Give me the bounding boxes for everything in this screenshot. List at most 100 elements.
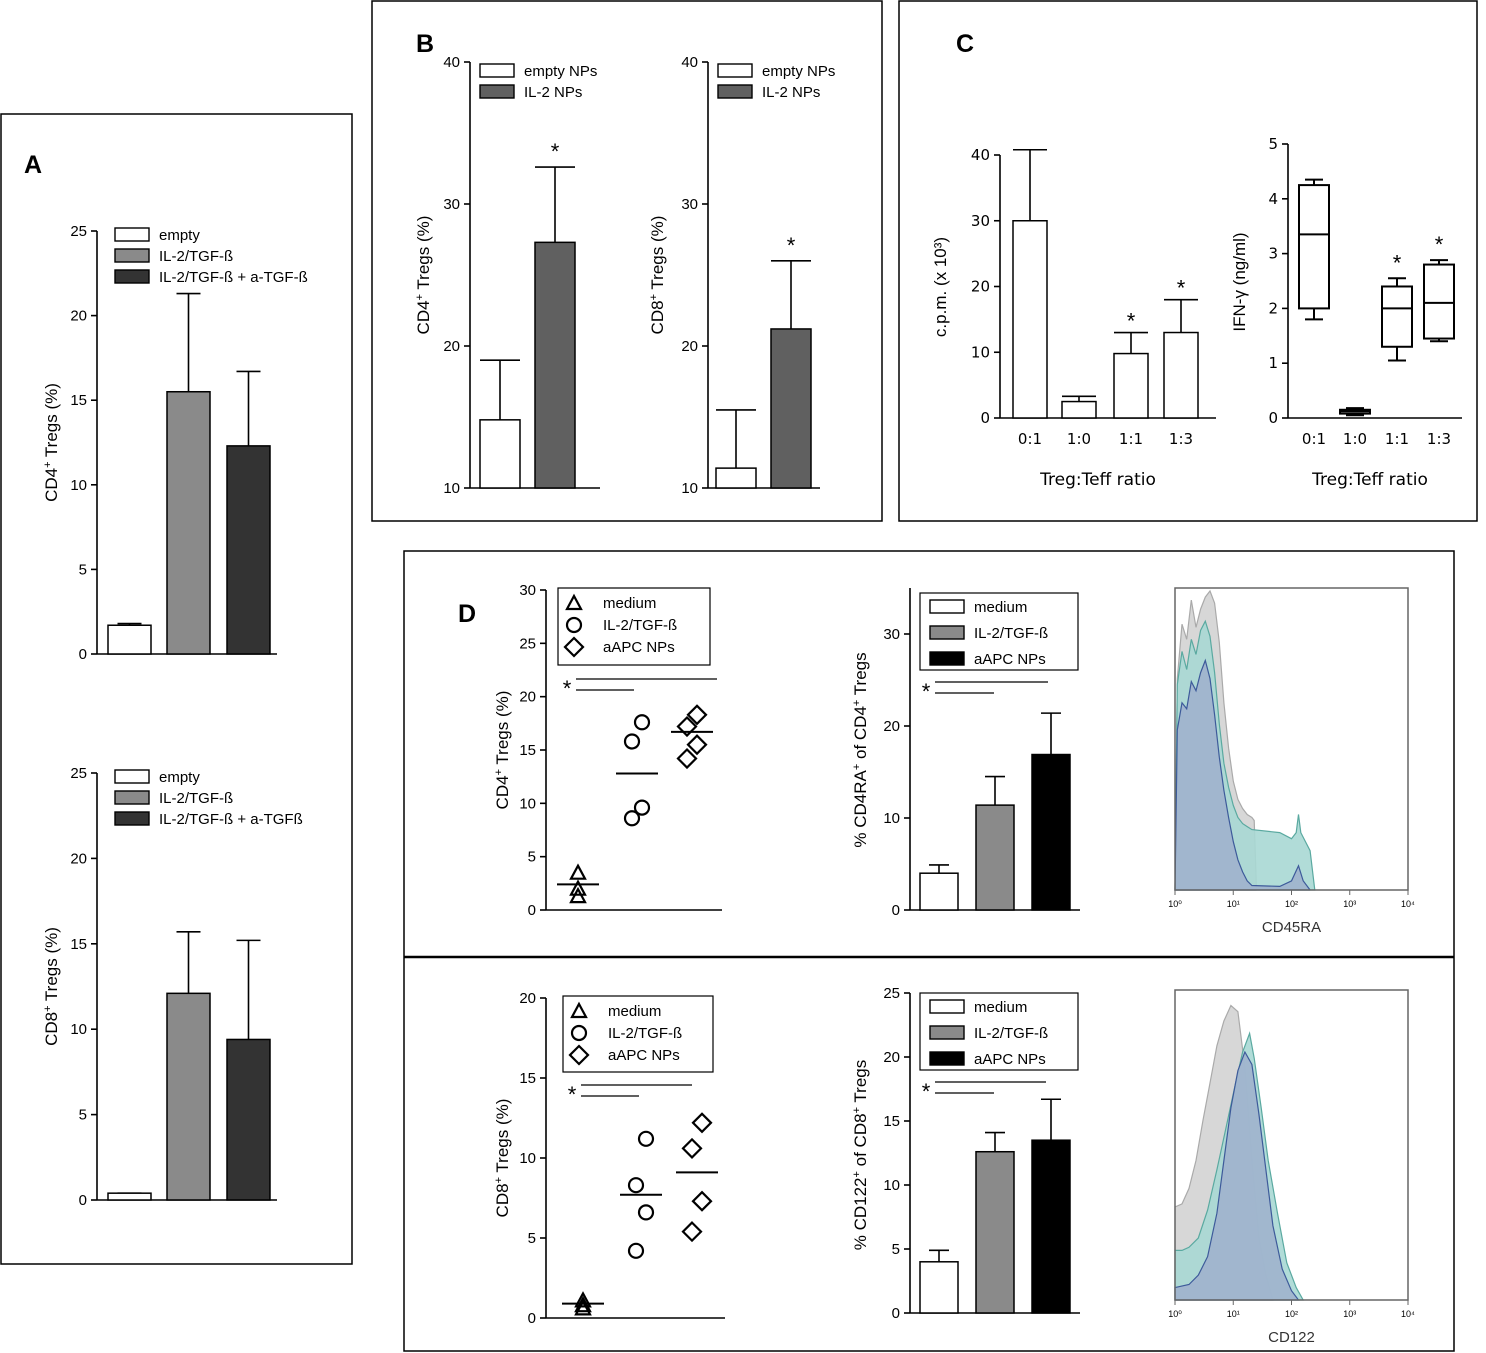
legend-label: IL-2/TGF-ß: [974, 1025, 1048, 1042]
bar: [770, 328, 812, 489]
legend-label: IL-2/TGF-ß + a-TGFß: [159, 811, 303, 828]
x-tick-label: 10⁴: [1401, 1309, 1415, 1319]
y-tick-label: 40: [971, 146, 990, 164]
box: [1423, 263, 1455, 340]
bar: [1113, 352, 1149, 419]
triangle-marker: [569, 879, 587, 896]
legend-label: medium: [608, 1003, 661, 1020]
legend-swatch: [929, 599, 965, 614]
legend-box: [919, 592, 1079, 671]
diamond-marker: [676, 715, 698, 738]
hist-blue-sample: [1174, 1050, 1300, 1301]
legend-box: [919, 992, 1079, 1071]
significance-star: *: [922, 679, 931, 704]
diamond-marker: [691, 1112, 713, 1134]
y-tick-label: 5: [528, 1230, 536, 1247]
x-tick-label: 1:1: [1119, 430, 1143, 448]
bar: [715, 467, 757, 489]
x-tick-label: 1:0: [1343, 430, 1367, 448]
y-axis-label: CD8+ Tregs (%): [493, 1099, 512, 1218]
y-tick-label: 20: [883, 718, 900, 735]
chart-d3-cd45ra-histogram: 10⁰ 10¹ 10² 10³ 10⁴ CD45RA: [1168, 587, 1415, 936]
diamond-marker: [568, 1044, 590, 1066]
y-tick-label: 0: [892, 1305, 900, 1322]
y-tick-label: 5: [79, 1107, 87, 1124]
diamond-marker: [681, 1137, 703, 1159]
chart-d6-cd122-histogram: 10⁰ 10¹ 10² 10³ 10⁴ CD122: [1168, 989, 1415, 1346]
y-tick-label: 20: [70, 850, 87, 867]
circle-marker: [637, 1204, 655, 1221]
legend-swatch: [114, 769, 150, 784]
x-tick-label: 1:3: [1427, 430, 1451, 448]
diamond-marker: [691, 1190, 713, 1212]
y-tick-label: 20: [883, 1049, 900, 1066]
y-tick-label: 0: [79, 646, 87, 663]
chart-d1-cd4-scatter: 0 5 10 15 20 25 30 medium IL-2/TGF-ß aAPC NPs * CD4…: [493, 582, 722, 919]
y-tick-label: 10: [70, 477, 87, 494]
panel-a-frame: [0, 113, 353, 1265]
circle-marker: [565, 616, 583, 634]
y-tick-label: 0: [980, 409, 990, 427]
significance-star: *: [563, 676, 572, 701]
bar: [919, 1261, 959, 1314]
x-axis-label: CD45RA: [1262, 919, 1321, 936]
legend-label: IL-2/TGF-ß: [159, 790, 233, 807]
x-tick-label: 10²: [1285, 1309, 1298, 1319]
y-tick-label: 0: [528, 902, 536, 919]
chart-d2-cd4ra-bars: 0 10 20 30 medium IL-2/TGF-ß aAPC NPs * % CD4RA+…: [851, 588, 1080, 919]
x-axis-label: Treg:Teff ratio: [1311, 470, 1428, 490]
triangle-marker: [565, 593, 583, 611]
y-axis-label: % CD122+ of CD8+ Tregs: [851, 1060, 870, 1251]
legend-label: IL-2/TGF-ß: [608, 1025, 682, 1042]
y-tick-label: 10: [519, 1150, 536, 1167]
diamond-marker: [563, 636, 585, 658]
circle-marker: [637, 1130, 655, 1147]
legend-label: IL-2 NPs: [762, 84, 820, 101]
y-tick-label: 30: [681, 196, 698, 213]
legend-label: aAPC NPs: [608, 1047, 680, 1064]
y-tick-label: 0: [892, 902, 900, 919]
panel-d-label: D: [458, 600, 476, 628]
y-axis-label: CD8+ Tregs (%): [42, 927, 61, 1046]
y-tick-label: 5: [1268, 135, 1278, 153]
legend-swatch: [479, 84, 515, 99]
y-axis-label: % CD4RA+ of CD4+ Tregs: [851, 652, 870, 847]
y-tick-label: 2: [1268, 299, 1278, 317]
y-tick-label: 15: [519, 1070, 536, 1087]
diamond-marker: [686, 734, 708, 756]
x-tick-label: 10³: [1343, 899, 1356, 909]
panel-c-frame: [898, 0, 1478, 522]
y-tick-label: 25: [70, 223, 87, 240]
significance-star: *: [1393, 250, 1402, 275]
x-tick-label: 1:0: [1067, 430, 1091, 448]
significance-star: *: [568, 1082, 577, 1107]
circle-marker: [570, 1024, 588, 1042]
chart-a1-cd4-tregs: 0 5 10 15 20 25 empty IL-2/TGF-ß IL-2/TGF-ß + a-…: [42, 223, 308, 663]
y-tick-label: 10: [971, 343, 990, 361]
legend-swatch: [114, 269, 150, 284]
legend-label: IL-2/TGF-ß: [974, 625, 1048, 642]
legend-swatch: [929, 1051, 965, 1066]
legend-swatch: [717, 63, 753, 78]
legend-swatch: [929, 625, 965, 640]
significance-star: *: [787, 233, 796, 258]
x-axis-label: CD122: [1268, 1329, 1315, 1346]
bar: [919, 872, 959, 911]
legend-label: IL-2/TGF-ß: [159, 248, 233, 265]
bar: [1031, 1139, 1071, 1314]
y-tick-label: 30: [971, 212, 990, 230]
chart-c2-ifn-gamma: 0 1 2 3 4 5 0:1 1:0 1:1 * 1:3 * Treg:Teff ratio IFN-γ…: [1230, 135, 1462, 490]
y-axis-label: CD8+ Tregs (%): [648, 216, 667, 335]
legend-label: medium: [603, 595, 656, 612]
chart-c1-proliferation: 0 10 20 30 40 0:1 1:0 1:1 * 1:3 * Treg:Teff ratio c.…: [931, 146, 1216, 490]
legend-label: aAPC NPs: [974, 651, 1046, 668]
y-axis-label: CD4+ Tregs (%): [414, 216, 433, 335]
legend-label: empty NPs: [524, 63, 597, 80]
y-tick-label: 25: [519, 635, 536, 652]
y-tick-label: 40: [681, 54, 698, 71]
y-tick-label: 10: [883, 810, 900, 827]
significance-star: *: [922, 1079, 931, 1104]
bar: [226, 445, 271, 655]
significance-star: *: [551, 139, 560, 164]
